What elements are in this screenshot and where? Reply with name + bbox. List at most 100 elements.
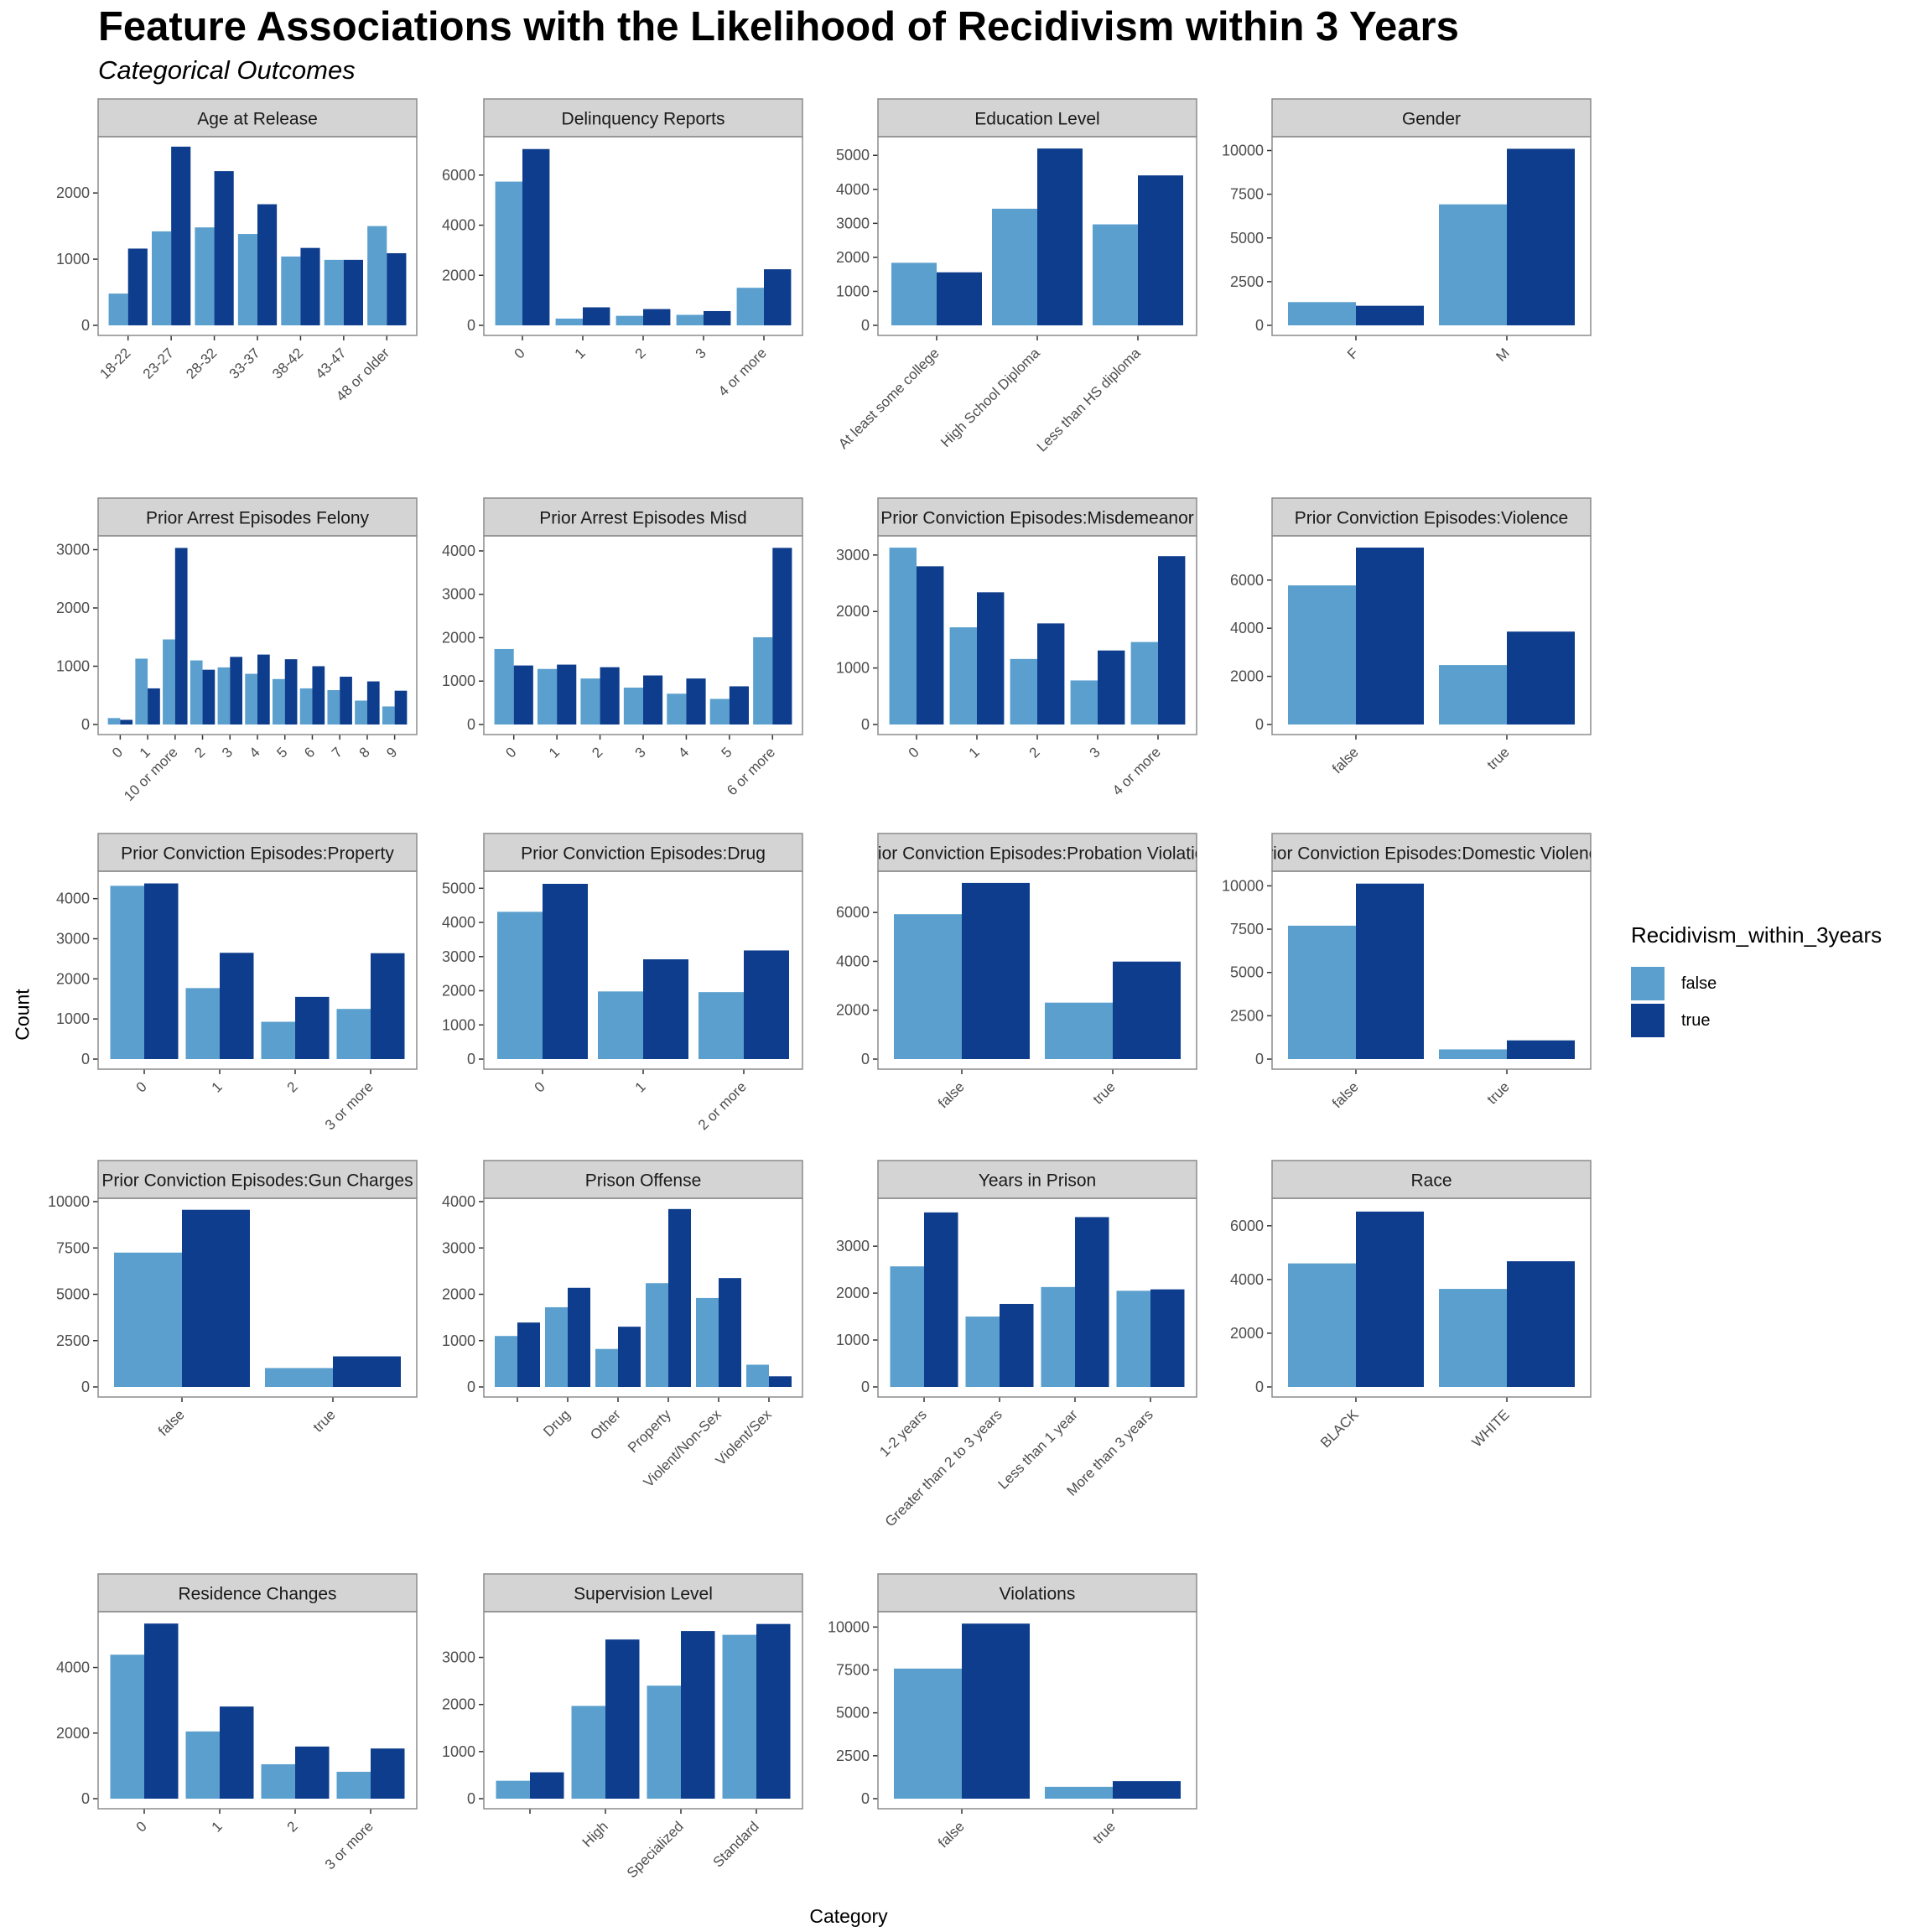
y-tick-label: 10000 [1222,877,1264,894]
y-tick-label: 2000 [442,1696,475,1713]
bar-false [336,1771,371,1799]
facet-strip [1271,833,1592,872]
facet-strip-title: Prior Conviction Episodes:Probation Viol… [860,844,1214,864]
bar-false [555,318,583,325]
bar-true [230,657,242,724]
bar-true [1000,1303,1034,1387]
bar-false [699,992,744,1059]
facet-education-level: Education Level At least some collegeHigh… [835,98,1197,454]
y-tick-label: 3000 [442,586,475,603]
y-tick-label: 10000 [48,1193,90,1210]
bar-true [530,1772,564,1799]
facet-panel-border [1271,1197,1592,1398]
x-tick-label: false [155,1406,188,1439]
y-tick-label: 5000 [1230,964,1264,981]
x-tick-label: Drug [540,1406,573,1439]
legend: Recidivism_within_3years false true [1631,922,1882,1039]
y-tick-label: 3000 [56,931,90,948]
facet-strip [97,1160,418,1199]
facet-prior-conviction-episodes-domestic-violence: Prior Conviction Episodes:Domestic Viole… [1222,833,1592,1111]
chart-title: Feature Associations with the Likelihood… [98,4,1459,49]
y-tick-label: 6000 [836,904,870,921]
y-tick-label: 0 [81,1790,90,1807]
bar-true [681,1631,715,1799]
x-tick-label: 0 [512,345,528,361]
bar-true [756,1623,791,1799]
facet-strip-title: Prior Conviction Episodes:Violence [1295,509,1568,528]
bar-false [889,548,917,724]
y-tick-label: 10000 [1222,143,1264,159]
y-tick-label: 2000 [56,970,90,987]
x-tick-label: F [1344,345,1362,362]
bar-false [949,627,977,724]
bar-false [580,678,600,724]
facet-strip-title: Delinquency Reports [562,110,725,129]
y-tick-label: 0 [1255,317,1264,334]
bar-true [686,678,706,724]
facet-panel-border [877,535,1197,735]
bar-false [965,1317,1000,1387]
bar-true [1113,961,1181,1059]
bar-false [245,673,257,724]
x-tick-label: false [1329,1078,1362,1111]
bar-false [545,1306,568,1387]
bar-false [992,208,1037,325]
bar-false [495,181,522,325]
y-tick-label: 6000 [442,167,475,184]
facet-strip [97,98,418,138]
bar-false [598,991,643,1059]
x-tick-label: 3 [632,744,649,761]
bar-true [1507,1261,1575,1387]
bar-true [668,1208,691,1387]
bar-true [643,675,663,724]
y-tick-label: 1000 [56,1010,90,1027]
facet-strip [877,1573,1197,1613]
bar-false [623,688,643,724]
bar-true [340,677,352,724]
y-tick-label: 7500 [1230,186,1264,203]
y-tick-label: 2000 [1230,668,1264,685]
y-tick-label: 2000 [56,600,90,616]
y-tick-label: 3000 [56,542,90,558]
facet-strip-title: Prior Conviction Episodes:Gun Charges [101,1171,413,1191]
bar-false [1093,224,1138,325]
facet-prior-conviction-episodes-probation-violation: Prior Conviction Episodes:Probation Viol… [836,833,1214,1111]
x-tick-label: 4 [675,744,692,761]
facet-strip [1271,497,1592,537]
bar-true [148,688,160,724]
y-tick-label: 2000 [442,267,475,283]
bar-false [107,718,121,724]
bar-true [1356,548,1424,724]
bar-true [513,665,533,724]
bar-true [924,1212,958,1387]
bar-false [667,693,687,724]
bar-false [299,688,313,724]
y-tick-label: 3000 [442,948,475,965]
bar-false [615,315,643,325]
bar-false [382,706,395,724]
bar-true [1037,148,1083,325]
facet-strip-title: Prior Conviction Episodes:Misdemeanor [880,509,1194,528]
x-tick-label: Less than 1 year [995,1406,1082,1493]
y-tick-label: 6000 [1230,572,1264,589]
facet-strip [97,1573,418,1613]
facet-panel-border [483,136,803,336]
bar-false [261,1021,295,1059]
bar-false [709,699,730,724]
bar-true [220,1706,254,1799]
y-tick-label: 3000 [836,215,870,231]
legend-label-true: true [1681,1010,1711,1030]
y-tick-label: 3000 [836,547,870,564]
bar-true [1507,631,1575,724]
y-tick-label: 0 [1255,716,1264,733]
y-tick-label: 1000 [442,1332,475,1349]
facet-strip-title: Prison Offense [585,1171,702,1191]
x-tick-label: 2 [632,345,649,361]
x-tick-label: Standard [710,1818,762,1870]
x-tick-label: 3 or more [322,1078,377,1133]
x-tick-label: 38-42 [269,345,306,382]
y-tick-label: 0 [467,1790,475,1807]
y-tick-label: 0 [467,317,475,334]
